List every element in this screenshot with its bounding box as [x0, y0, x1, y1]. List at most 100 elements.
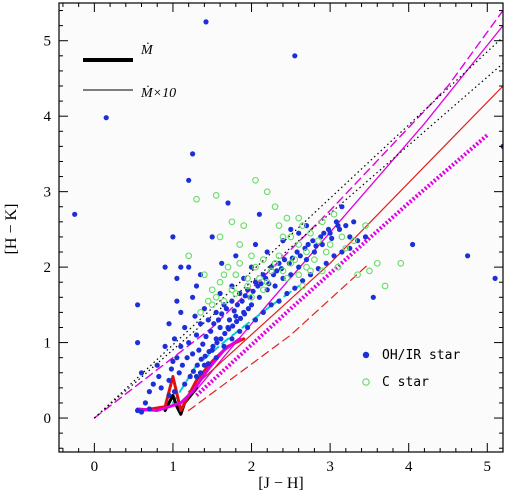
oh-ir-star-point [347, 234, 353, 240]
c-star-point [381, 282, 389, 290]
oh-ir-star-point [197, 370, 204, 376]
oh-ir-star-point [323, 260, 329, 266]
oh-ir-star-point [321, 230, 327, 236]
oh-ir-star-point [142, 400, 148, 406]
oh-ir-star-point [193, 283, 200, 289]
oh-ir-star-point [103, 115, 109, 121]
oh-ir-star-point [168, 366, 174, 372]
oh-ir-star-point [213, 355, 219, 361]
c-star-point [236, 241, 244, 248]
oh-ir-star-point [256, 211, 262, 217]
c-star-point [334, 263, 342, 271]
oh-ir-star-point [182, 381, 188, 387]
line-legend-thin-label: Ṁ×10 [140, 85, 176, 101]
oh-ir-star-point [187, 373, 193, 380]
oh-ir-star-point [305, 241, 311, 248]
c-star-point [338, 233, 346, 241]
oh-ir-star-point [225, 200, 231, 206]
oh-ir-star-point [276, 298, 282, 304]
oh-ir-star-point [333, 219, 339, 225]
oh-ir-star-point [200, 341, 206, 347]
oh-ir-star-point [234, 302, 240, 308]
line-legend-thick-label: Ṁ [140, 42, 154, 58]
c-star-point [236, 259, 244, 267]
oh-ir-star-point [233, 313, 239, 319]
c-star-point [252, 263, 259, 271]
oh-ir-star-point [239, 298, 245, 304]
oh-ir-star-point [206, 349, 212, 355]
oh-ir-star-point [178, 343, 184, 349]
oh-ir-star-point [213, 309, 219, 315]
c-star-point [299, 282, 306, 290]
c-star-point [303, 248, 310, 256]
c-star-point [197, 309, 204, 316]
oh-ir-star-point [170, 234, 176, 240]
oh-ir-star-point [208, 328, 214, 334]
oh-ir-star-point [150, 381, 156, 387]
oh-ir-star-point [171, 336, 178, 342]
c-star-point [318, 218, 326, 226]
oh-ir-star-point [250, 288, 256, 294]
oh-ir-star-point [135, 302, 141, 308]
oh-ir-star-point [138, 370, 145, 376]
oh-ir-star-point [465, 253, 471, 259]
oh-ir-star-point [233, 253, 239, 259]
c-star-point [299, 222, 306, 229]
oh-ir-star-point [211, 321, 217, 327]
curve-magenta-solid [188, 24, 503, 400]
oh-ir-star-point [193, 373, 200, 380]
c-star-point [204, 297, 212, 305]
oh-ir-star-point [190, 151, 196, 157]
curve-red-solid [188, 85, 503, 393]
x-tick-label: 5 [484, 459, 492, 475]
oh-ir-star-point [196, 347, 202, 353]
oh-ir-star-point [203, 333, 209, 340]
oh-ir-star-point [178, 309, 184, 315]
oh-ir-star-point [329, 235, 335, 241]
oh-ir-star-point [237, 315, 244, 321]
c-star-point [275, 222, 283, 229]
c-star-point [354, 271, 361, 279]
c-star-point [295, 214, 303, 222]
curve-magenta-dotted-thick [195, 133, 489, 397]
oh-ir-star-point [179, 362, 185, 368]
c-star-point [314, 237, 322, 245]
y-tick-label: 4 [44, 109, 52, 125]
c-star-point [248, 252, 255, 260]
oh-ir-star-point [193, 332, 200, 338]
c-star-point [240, 222, 248, 229]
oh-ir-star-point [242, 293, 248, 299]
oh-ir-star-point [370, 294, 376, 300]
oh-ir-star-point [311, 249, 317, 255]
oh-ir-star-point [162, 343, 168, 349]
oh-ir-star-point [300, 278, 306, 284]
c-star-point [248, 293, 255, 301]
c-star-point [279, 267, 287, 275]
oh-ir-star-point [205, 361, 211, 367]
oh-ir-star-point [331, 253, 337, 259]
c-star-point [216, 233, 224, 241]
y-tick-label: 2 [44, 260, 52, 276]
c-star-point [232, 271, 240, 279]
oh-ir-star-point [245, 306, 251, 312]
oh-ir-star-point [135, 407, 141, 414]
oh-ir-star-point [223, 306, 229, 312]
curve-black-dotted-lower [94, 62, 503, 419]
oh-ir-star-point [197, 321, 204, 327]
oh-ir-star-point [135, 340, 141, 346]
oh-ir-star-point [229, 298, 235, 304]
oh-ir-star-point [182, 324, 188, 331]
line-legend: Ṁ Ṁ×10 [83, 42, 176, 101]
legend-oh-ir-label: OH/IR star [382, 348, 460, 363]
c-star-point [208, 286, 216, 294]
oh-ir-star-point [209, 234, 215, 240]
c-star-point [295, 271, 303, 279]
c-star-point [267, 267, 275, 275]
oh-ir-star-point [217, 324, 223, 331]
oh-ir-star-point [214, 340, 220, 346]
x-tick-label: 4 [405, 459, 413, 475]
oh-ir-star-point [184, 355, 190, 361]
x-tick-label: 0 [91, 459, 99, 475]
y-tick-label: 0 [44, 411, 52, 427]
